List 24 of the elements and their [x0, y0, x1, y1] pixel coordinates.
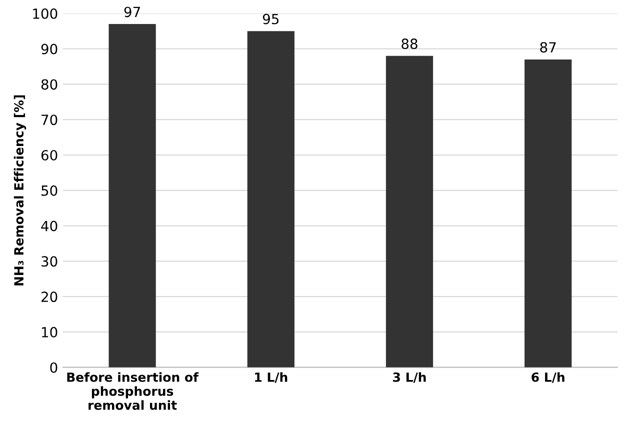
y-tick-label: 50	[42, 185, 58, 196]
y-tick-label: 100	[33, 8, 58, 19]
data-label: 88	[402, 38, 418, 50]
y-tick-label: 90	[41, 44, 58, 54]
x-tick-label: Before insertion of phosphorus removal unit	[67, 372, 199, 410]
data-label: 97	[124, 6, 140, 18]
y-tick-label: 80	[41, 79, 58, 90]
bar	[108, 24, 156, 368]
bar	[247, 31, 294, 368]
x-tick-label: 6 L/h	[532, 372, 564, 383]
y-axis-title: NH₃ Removal Efficiency [%]	[14, 95, 26, 286]
data-label: 87	[540, 42, 556, 53]
y-tick-label: 10	[42, 326, 58, 338]
bar	[524, 59, 572, 368]
x-tick-label: 1 L/h	[255, 372, 288, 383]
y-tick-label: 40	[41, 220, 58, 232]
x-tick-label: 3 L/h	[393, 372, 426, 383]
y-tick-label: 20	[41, 292, 58, 302]
y-tick-label: 0	[50, 362, 58, 373]
data-label: 95	[262, 14, 279, 24]
y-tick-label: 70	[42, 114, 58, 126]
y-tick-label: 60	[41, 150, 58, 160]
bar	[386, 56, 434, 368]
y-tick-label: 30	[42, 256, 58, 267]
